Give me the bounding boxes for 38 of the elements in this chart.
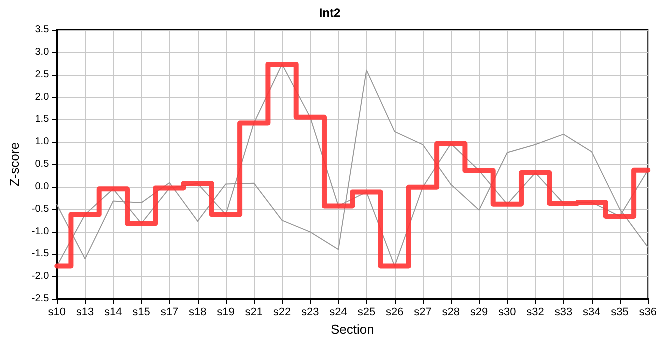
chart-title: Int2 <box>319 6 341 20</box>
y-tick-label: -2.0 <box>32 271 50 282</box>
x-tick-label: s10 <box>48 306 66 318</box>
x-tick-label: s32 <box>526 306 544 318</box>
x-tick-label: s26 <box>386 306 404 318</box>
x-tick-label: s21 <box>245 306 264 318</box>
x-tick-label: s17 <box>160 306 179 318</box>
y-tick-label: -1.0 <box>32 226 50 238</box>
y-tick-label: 1.5 <box>35 114 50 126</box>
y-tick-label: 0.0 <box>35 181 50 192</box>
x-axis-title: Section <box>330 322 374 337</box>
y-tick-label: -2.5 <box>32 294 50 304</box>
x-tick-label: s23 <box>302 306 320 318</box>
x-tick-label: s18 <box>188 306 207 318</box>
x-tick-label: s30 <box>498 306 516 318</box>
x-tick-label: s24 <box>330 306 348 318</box>
x-tick-label: s27 <box>414 306 432 318</box>
y-tick-label: 1.0 <box>35 136 50 148</box>
y-tick-label: 2.0 <box>35 92 50 103</box>
x-tick-label: s22 <box>273 306 292 318</box>
y-tick-label: -1.5 <box>32 248 50 260</box>
y-tick-label: -0.5 <box>32 204 50 215</box>
x-tick-label: s28 <box>442 306 460 318</box>
x-tick-label: s29 <box>470 306 488 318</box>
x-tick-label: s25 <box>358 306 376 318</box>
y-axis-title: Z-score <box>7 142 22 187</box>
x-tick-label: s34 <box>582 306 601 318</box>
y-tick-label: 0.5 <box>35 159 50 170</box>
y-tick-label: 3.0 <box>35 46 50 58</box>
x-tick-label: s19 <box>217 306 235 318</box>
x-tick-label: s36 <box>639 306 658 318</box>
x-tick-label: s13 <box>76 306 94 318</box>
x-tick-label: s33 <box>554 306 573 318</box>
x-tick-label: s15 <box>132 306 150 318</box>
x-tick-label: s14 <box>104 306 122 318</box>
x-tick-label: s35 <box>611 306 629 318</box>
y-tick-label: 3.5 <box>35 24 50 36</box>
y-tick-label: 2.5 <box>35 69 50 80</box>
